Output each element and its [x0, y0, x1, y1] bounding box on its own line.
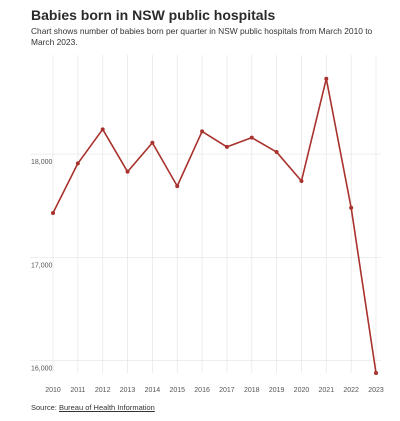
data-point	[349, 205, 354, 210]
chart-subtitle: Chart shows number of babies born per qu…	[31, 26, 373, 47]
x-tick-label: 2017	[219, 387, 235, 394]
series-line	[52, 77, 377, 374]
y-tick-label: 18,000	[31, 159, 53, 166]
data-point	[324, 76, 329, 81]
source-label: Source:	[31, 403, 59, 412]
chart-title: Babies born in NSW public hospitals	[31, 7, 276, 23]
data-point	[51, 210, 55, 215]
y-tick-label: 17,000	[31, 262, 53, 269]
x-tick-label: 2019	[269, 387, 285, 394]
data-point	[200, 129, 205, 134]
x-tick-label: 2011	[70, 387, 85, 394]
x-tick-label: 2018	[244, 387, 260, 394]
x-tick-label: 2015	[169, 387, 185, 394]
x-tick-label: 2016	[194, 387, 210, 394]
x-tick-label: 2022	[343, 387, 359, 394]
x-tick-label: 2012	[95, 387, 111, 394]
x-tick-label: 2023	[368, 387, 384, 394]
data-point	[249, 135, 254, 140]
x-tick-label: 2021	[319, 387, 335, 394]
data-point	[125, 169, 130, 174]
data-point	[75, 161, 80, 166]
data-point	[150, 140, 155, 145]
data-point	[274, 150, 279, 155]
data-point	[299, 178, 304, 183]
data-point	[100, 127, 105, 132]
x-tick-label: 2010	[45, 387, 61, 394]
source-note: Source: Bureau of Health Information	[31, 403, 155, 412]
data-point	[224, 144, 229, 149]
x-tick-label: 2013	[120, 387, 136, 394]
x-tick-label: 2014	[145, 387, 161, 394]
data-point	[374, 371, 378, 375]
x-tick-label: 2020	[294, 387, 310, 394]
data-point	[175, 184, 180, 189]
source-link[interactable]: Bureau of Health Information	[58, 403, 155, 412]
y-tick-label: 16,000	[31, 366, 53, 373]
